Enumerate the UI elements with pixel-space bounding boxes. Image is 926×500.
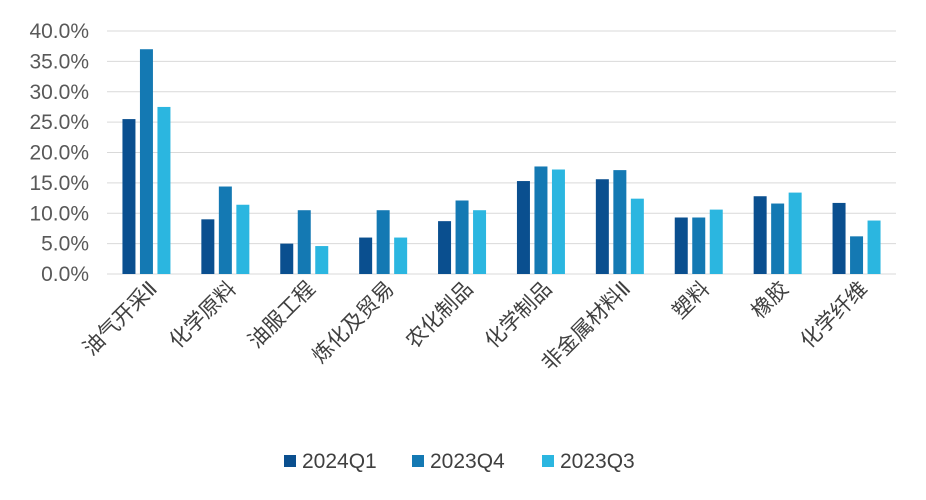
bar-group (280, 210, 329, 274)
bar (218, 186, 232, 274)
bar (157, 106, 171, 274)
x-category-label: 油服工程 (244, 277, 320, 353)
bar (867, 220, 881, 274)
bar (376, 210, 390, 274)
legend-swatch (412, 455, 424, 467)
bar-group (438, 200, 487, 274)
bar (359, 237, 373, 274)
bar (280, 243, 294, 274)
y-tick-label: 25.0% (29, 111, 89, 134)
bar (394, 237, 408, 274)
bar-group (516, 166, 565, 274)
bar-group (832, 202, 881, 274)
y-tick-label: 0.0% (41, 263, 89, 286)
bar (139, 49, 153, 274)
bar-group (201, 186, 250, 274)
bar-group (359, 210, 408, 274)
x-category-label: 农化制品 (402, 277, 478, 353)
bar (473, 210, 487, 274)
bar (613, 170, 627, 274)
x-category-label: 油气开采Ⅱ (79, 277, 162, 360)
y-tick-label: 15.0% (29, 172, 89, 195)
x-category-label: 橡胶 (747, 277, 793, 323)
legend-label: 2024Q1 (302, 450, 377, 473)
bar (850, 236, 864, 274)
y-tick-label: 20.0% (29, 142, 89, 165)
bar (534, 166, 548, 274)
y-tick-label: 10.0% (29, 202, 89, 225)
bar (595, 179, 609, 274)
bar (692, 217, 706, 274)
y-tick-label: 35.0% (29, 50, 89, 73)
x-category-label: 炼化及贸易 (308, 277, 399, 368)
x-category-label: 化学制品 (481, 277, 557, 353)
y-tick-label: 40.0% (29, 20, 89, 43)
bars (122, 49, 881, 275)
bar (122, 119, 136, 275)
bar (674, 217, 688, 274)
bar (516, 181, 530, 274)
bar (771, 203, 785, 274)
bar (832, 202, 846, 274)
legend-swatch (542, 455, 554, 467)
y-tick-label: 30.0% (29, 81, 89, 104)
bar (630, 198, 644, 274)
legend-swatch (284, 455, 296, 467)
bar (315, 246, 329, 274)
legend: 2024Q1 2023Q4 2023Q3 (284, 450, 635, 473)
x-category-label: 化学纤维 (796, 277, 872, 353)
x-category-label: 化学原料 (165, 277, 241, 353)
bar (753, 196, 767, 274)
y-axis-ticks: 0.0% 5.0% 10.0% 15.0% 20.0% 25.0% 30.0% 35.0% 40… (29, 20, 89, 286)
bar (551, 169, 565, 274)
legend-label: 2023Q3 (560, 450, 635, 473)
bar-group (753, 192, 802, 274)
legend-label: 2023Q4 (430, 450, 505, 473)
bar (455, 200, 469, 274)
bar-group (595, 170, 644, 274)
bar (438, 221, 452, 274)
bar (709, 209, 723, 274)
bar-group (674, 209, 723, 274)
y-tick-label: 5.0% (41, 233, 89, 256)
bar (236, 204, 250, 274)
bar-group (122, 49, 171, 275)
bar (788, 192, 802, 274)
bar (201, 219, 215, 274)
bar (297, 210, 311, 274)
x-category-label: 塑料 (668, 277, 714, 323)
